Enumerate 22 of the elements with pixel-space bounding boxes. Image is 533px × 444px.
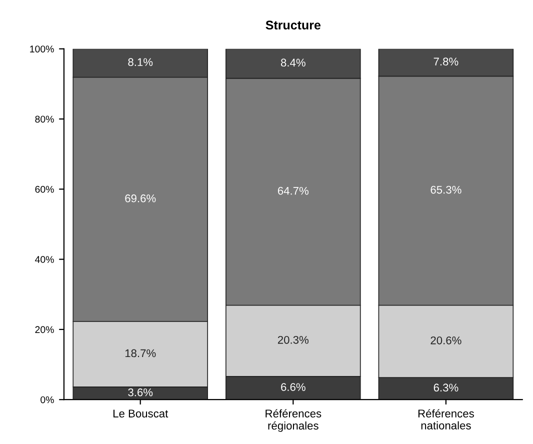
data-label: 65.3%	[430, 186, 462, 194]
data-label: 64.7%	[278, 186, 309, 195]
y-tick-label: 0%	[40, 396, 54, 404]
y-tick-label: 60%	[35, 186, 54, 193]
data-label: 69.6%	[125, 194, 156, 202]
data-label: 18.7%	[125, 349, 156, 358]
chart-title: Structure	[266, 20, 321, 30]
data-label: 7.8%	[434, 58, 458, 66]
y-tick-label: 20%	[35, 326, 54, 334]
x-tick-label: Références régionales	[266, 409, 322, 432]
data-label: 20.6%	[430, 336, 462, 344]
x-tick-label: Références nationales	[418, 409, 474, 430]
y-tick-label: 100%	[30, 46, 54, 52]
data-label: 20.3%	[278, 336, 309, 344]
y-tick-label: 40%	[35, 256, 54, 263]
data-label: 6.6%	[281, 383, 306, 392]
data-label: 3.6%	[128, 388, 153, 396]
data-label: 8.4%	[280, 58, 306, 67]
y-tick-label: 80%	[35, 116, 54, 123]
x-tick-label: Le Bouscat	[113, 410, 168, 418]
data-label: 6.3%	[434, 384, 458, 392]
data-label: 8.1%	[128, 58, 153, 66]
